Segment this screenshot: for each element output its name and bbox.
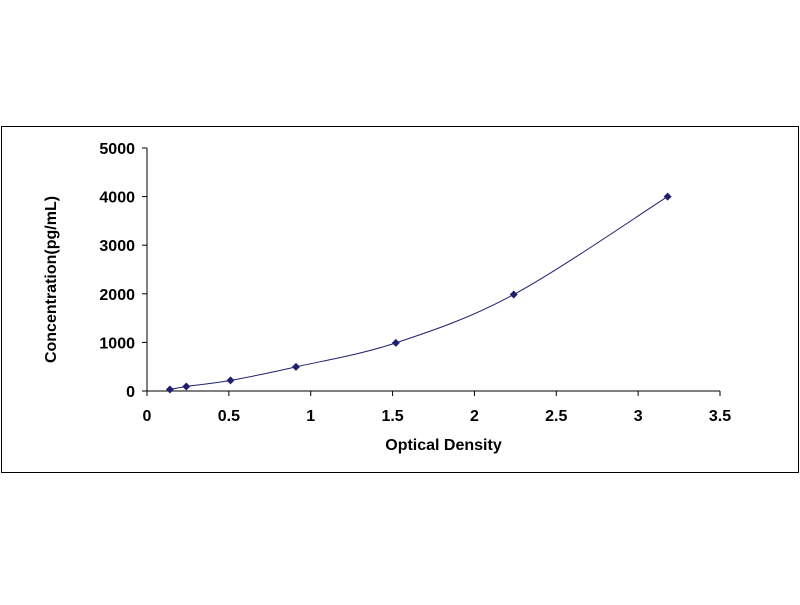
x-tick-label: 2.5	[545, 408, 567, 425]
data-points	[165, 192, 672, 394]
x-tick-label: 2	[470, 408, 479, 425]
data-point	[291, 362, 300, 371]
y-axis-label: Concentration(pg/mL)	[43, 196, 60, 363]
x-tick-label: 3.5	[709, 408, 731, 425]
data-point	[182, 382, 191, 391]
x-axis-label: Optical Density	[385, 437, 502, 454]
data-point	[391, 338, 400, 347]
data-point	[165, 385, 174, 394]
x-tick-label: 0	[143, 408, 152, 425]
trend-curve	[169, 196, 668, 390]
y-tick-label: 0	[126, 384, 135, 401]
y-tick-label: 2000	[99, 287, 135, 304]
chart-border	[1, 126, 799, 473]
y-tick-label: 4000	[99, 190, 135, 207]
y-tick-labels: 0 1000 2000 3000 4000 5000	[99, 141, 135, 401]
y-tick-label: 5000	[99, 141, 135, 158]
x-tick-label: 1.5	[381, 408, 403, 425]
data-point	[509, 290, 518, 299]
data-point	[663, 192, 672, 201]
x-tick-labels: 0 0.5 1 1.5 2 2.5 3 3.5	[143, 408, 732, 425]
axes	[142, 147, 721, 396]
x-tick-label: 1	[306, 408, 315, 425]
x-tick-label: 3	[634, 408, 643, 425]
x-tick-label: 0.5	[218, 408, 240, 425]
data-point	[226, 376, 235, 385]
y-tick-label: 1000	[99, 335, 135, 352]
y-tick-label: 3000	[99, 238, 135, 255]
